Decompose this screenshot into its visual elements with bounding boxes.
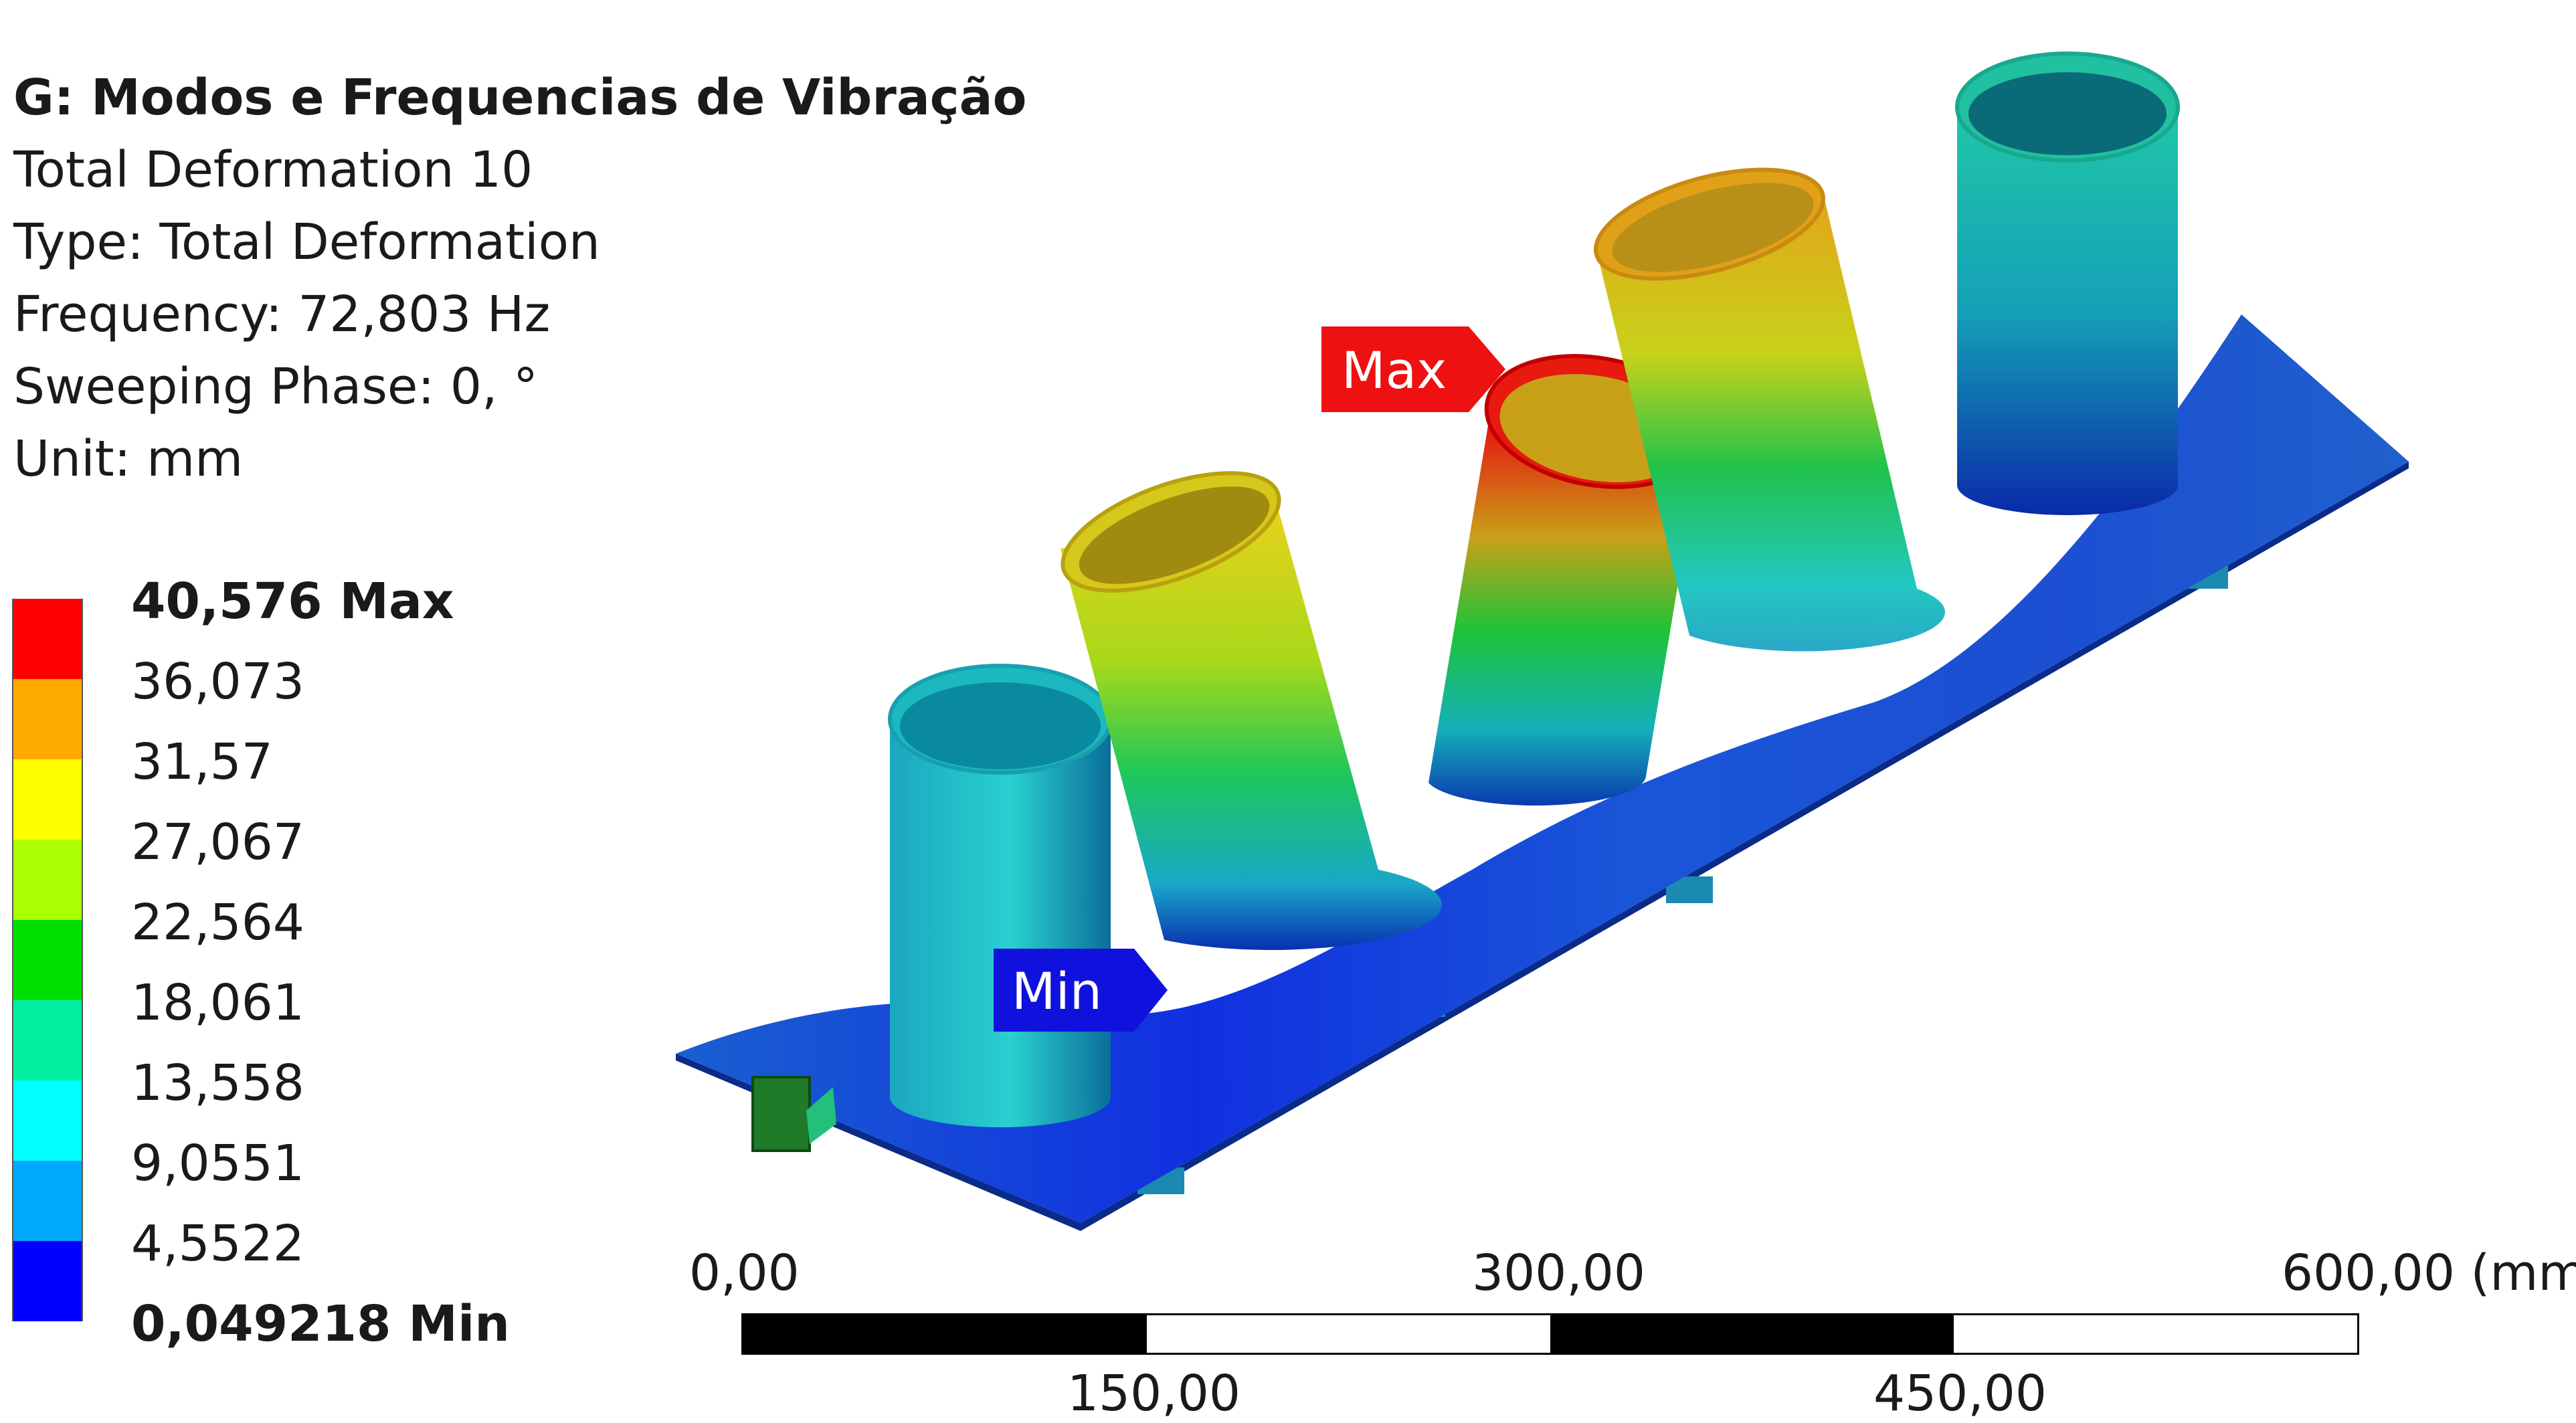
- result-frequency: Frequency: 72,803 Hz: [13, 286, 551, 343]
- legend-label-max: 40,576 Max: [131, 573, 454, 630]
- result-type: Type: Total Deformation: [13, 213, 600, 271]
- cylinder-2: [1061, 471, 1442, 950]
- min-probe-label: Min: [1012, 961, 1102, 1021]
- legend-label-5: 22,564: [131, 894, 304, 951]
- fixed-support: [751, 1076, 811, 1152]
- base-plate: [676, 314, 2409, 1223]
- legend-swatch-9: [12, 1241, 83, 1321]
- legend-label-min: 0,049218 Min: [131, 1295, 510, 1353]
- legend-label-7: 13,558: [131, 1054, 304, 1112]
- analysis-title: G: Modos e Frequencias de Vibração: [13, 69, 1027, 126]
- legend-swatch-8: [12, 1161, 83, 1241]
- legend-label-8: 9,0551: [131, 1135, 304, 1192]
- legend-swatch-2: [12, 679, 83, 759]
- max-probe-label: Max: [1342, 341, 1447, 400]
- legend-swatch-7: [12, 1080, 83, 1161]
- legend-label-2: 36,073: [131, 653, 304, 710]
- cylinder-1: [888, 664, 1113, 1127]
- legend-swatch-5: [12, 920, 83, 1000]
- legend-swatch-6: [12, 1000, 83, 1080]
- legend-label-4: 27,067: [131, 814, 304, 871]
- fixed-support-clip: [806, 1087, 836, 1144]
- legend-swatch-4: [12, 840, 83, 920]
- legend-label-9: 4,5522: [131, 1215, 304, 1272]
- cylinder-5: [1955, 52, 2180, 515]
- max-probe: Max: [1321, 326, 1505, 412]
- cylinder-4: [1593, 167, 1946, 652]
- result-name: Total Deformation 10: [13, 141, 533, 199]
- legend-label-6: 18,061: [131, 974, 304, 1032]
- legend-swatch-1: [12, 599, 83, 679]
- legend-label-3: 31,57: [131, 733, 273, 791]
- min-probe: Min: [994, 949, 1168, 1032]
- result-header: G: Modos e Frequencias de Vibração Total…: [13, 62, 1026, 495]
- result-phase: Sweeping Phase: 0, °: [13, 358, 539, 415]
- legend-swatch-3: [12, 759, 83, 840]
- result-unit: Unit: mm: [13, 430, 244, 488]
